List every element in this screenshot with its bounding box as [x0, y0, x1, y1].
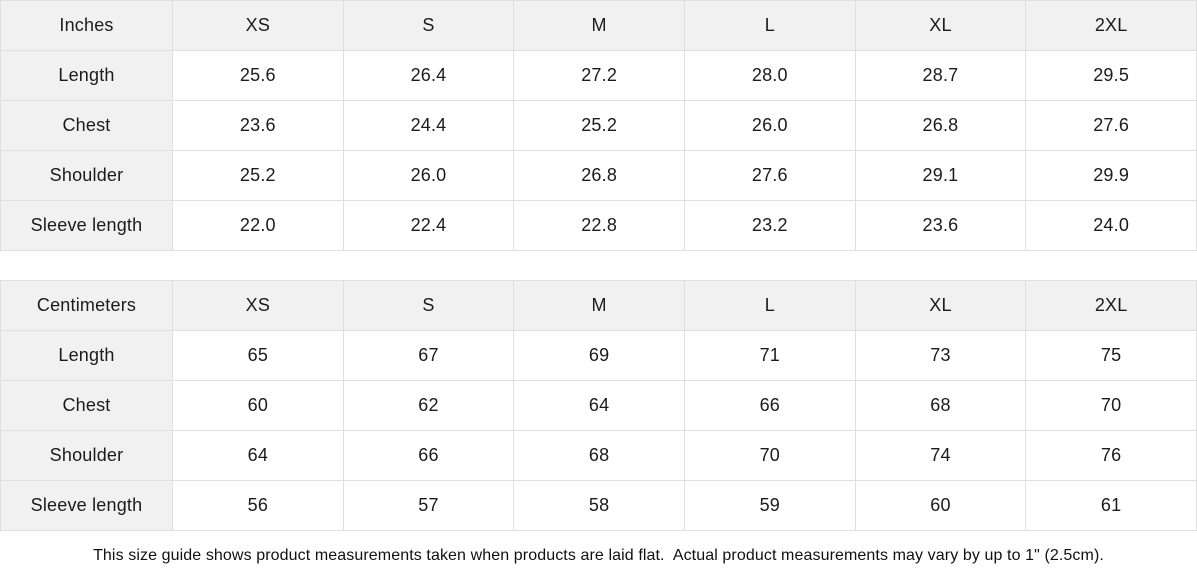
row-label-cell: Chest: [0, 100, 173, 151]
value-cell: 22.0: [172, 200, 344, 251]
table-row: Chest 60 62 64 66 68 70: [0, 380, 1197, 431]
value-cell: 29.5: [1025, 50, 1197, 101]
value-cell: 60: [854, 480, 1027, 531]
table-row: Chest 23.6 24.4 25.2 26.0 26.8 27.6: [0, 100, 1197, 151]
value-cell: 24.4: [342, 100, 515, 151]
value-cell: 58: [513, 480, 685, 531]
value-cell: 57: [342, 480, 515, 531]
value-cell: 26.0: [342, 150, 515, 201]
value-cell: 26.4: [342, 50, 515, 101]
table-row: Sleeve length 22.0 22.4 22.8 23.2 23.6 24.0: [0, 200, 1197, 251]
size-header-cell: L: [683, 280, 856, 331]
value-cell: 27.6: [683, 150, 856, 201]
size-header-cell: M: [513, 0, 685, 51]
value-cell: 28.7: [854, 50, 1027, 101]
value-cell: 28.0: [683, 50, 856, 101]
table-row: Length 25.6 26.4 27.2 28.0 28.7 29.5: [0, 50, 1197, 101]
value-cell: 66: [683, 380, 856, 431]
table-gap: [0, 251, 1197, 280]
size-tables: Inches XS S M L XL 2XL Length 25.6 26.4 27.2 28.0 28…: [0, 0, 1197, 531]
value-cell: 22.8: [513, 200, 685, 251]
value-cell: 75: [1025, 330, 1197, 381]
size-header-cell: S: [342, 280, 515, 331]
value-cell: 26.8: [513, 150, 685, 201]
value-cell: 23.6: [854, 200, 1027, 251]
value-cell: 73: [854, 330, 1027, 381]
table-row: Length 65 67 69 71 73 75: [0, 330, 1197, 381]
size-table-inches: Inches XS S M L XL 2XL Length 25.6 26.4 27.2 28.0 28…: [0, 0, 1197, 251]
value-cell: 65: [172, 330, 344, 381]
header-row: Inches XS S M L XL 2XL: [0, 0, 1197, 51]
value-cell: 27.6: [1025, 100, 1197, 151]
size-header-cell: 2XL: [1025, 280, 1197, 331]
header-row: Centimeters XS S M L XL 2XL: [0, 280, 1197, 331]
value-cell: 27.2: [513, 50, 685, 101]
value-cell: 22.4: [342, 200, 515, 251]
value-cell: 26.8: [854, 100, 1027, 151]
value-cell: 24.0: [1025, 200, 1197, 251]
size-header-cell: XS: [172, 0, 344, 51]
size-header-cell: M: [513, 280, 685, 331]
row-label-cell: Length: [0, 50, 173, 101]
size-table-centimeters: Centimeters XS S M L XL 2XL Length 65 67 69 71 73 75 C…: [0, 280, 1197, 531]
value-cell: 26.0: [683, 100, 856, 151]
value-cell: 69: [513, 330, 685, 381]
value-cell: 29.9: [1025, 150, 1197, 201]
value-cell: 71: [683, 330, 856, 381]
row-label-cell: Length: [0, 330, 173, 381]
row-label-cell: Shoulder: [0, 150, 173, 201]
value-cell: 23.6: [172, 100, 344, 151]
value-cell: 64: [513, 380, 685, 431]
unit-header-cell: Centimeters: [0, 280, 173, 331]
value-cell: 68: [854, 380, 1027, 431]
unit-header-cell: Inches: [0, 0, 173, 51]
value-cell: 25.2: [172, 150, 344, 201]
value-cell: 64: [172, 430, 344, 481]
row-label-cell: Sleeve length: [0, 200, 173, 251]
value-cell: 60: [172, 380, 344, 431]
size-header-cell: XL: [854, 280, 1027, 331]
value-cell: 66: [342, 430, 515, 481]
value-cell: 61: [1025, 480, 1197, 531]
size-header-cell: XL: [854, 0, 1027, 51]
size-header-cell: L: [683, 0, 856, 51]
size-header-cell: S: [342, 0, 515, 51]
footer-note: This size guide shows product measuremen…: [0, 531, 1197, 580]
table-row: Sleeve length 56 57 58 59 60 61: [0, 480, 1197, 531]
table-row: Shoulder 25.2 26.0 26.8 27.6 29.1 29.9: [0, 150, 1197, 201]
value-cell: 76: [1025, 430, 1197, 481]
value-cell: 70: [683, 430, 856, 481]
value-cell: 68: [513, 430, 685, 481]
value-cell: 25.6: [172, 50, 344, 101]
size-header-cell: XS: [172, 280, 344, 331]
row-label-cell: Shoulder: [0, 430, 173, 481]
value-cell: 23.2: [683, 200, 856, 251]
value-cell: 62: [342, 380, 515, 431]
value-cell: 59: [683, 480, 856, 531]
value-cell: 74: [854, 430, 1027, 481]
row-label-cell: Chest: [0, 380, 173, 431]
value-cell: 29.1: [854, 150, 1027, 201]
size-header-cell: 2XL: [1025, 0, 1197, 51]
value-cell: 67: [342, 330, 515, 381]
row-label-cell: Sleeve length: [0, 480, 173, 531]
value-cell: 56: [172, 480, 344, 531]
table-row: Shoulder 64 66 68 70 74 76: [0, 430, 1197, 481]
value-cell: 25.2: [513, 100, 685, 151]
value-cell: 70: [1025, 380, 1197, 431]
